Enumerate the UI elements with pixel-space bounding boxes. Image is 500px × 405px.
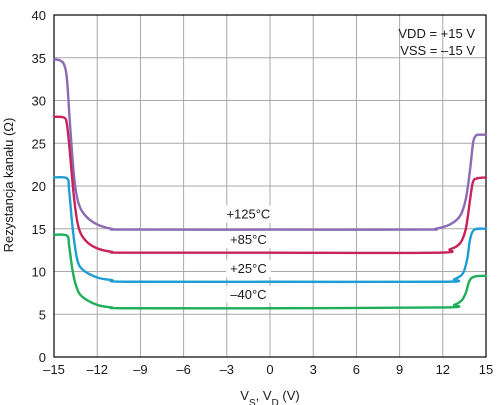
plot-frame bbox=[53, 14, 487, 358]
y-tick-label: 10 bbox=[32, 265, 46, 280]
series-label-background bbox=[222, 205, 275, 223]
series-label-background bbox=[226, 285, 271, 303]
y-axis-title: Rezystancja kanału (Ω) bbox=[1, 118, 16, 253]
series-label: +125°C bbox=[226, 206, 270, 221]
x-tick-label: –15 bbox=[43, 362, 65, 377]
y-tick-label: 25 bbox=[32, 136, 46, 151]
x-tick-label: –3 bbox=[220, 362, 234, 377]
y-tick-label: 20 bbox=[32, 179, 46, 194]
series-line bbox=[52, 115, 488, 255]
tick-labels: –15 –12 –9 –6 –3 0 3 6 9 12 15 0 5 10 15 20 25 30 35 40 bbox=[32, 8, 494, 377]
series-label: –40°C bbox=[230, 287, 266, 302]
series-curves bbox=[52, 58, 488, 310]
y-tick-label: 5 bbox=[39, 307, 46, 322]
series-label: +85°C bbox=[230, 232, 267, 247]
x-tick-label: 0 bbox=[266, 362, 273, 377]
series-line bbox=[52, 175, 488, 284]
y-tick-label: 40 bbox=[32, 8, 46, 23]
series-label-background bbox=[226, 260, 271, 278]
series-line bbox=[52, 233, 488, 310]
x-tick-label: 9 bbox=[396, 362, 403, 377]
y-tick-label: 30 bbox=[32, 94, 46, 109]
series-label-background bbox=[226, 231, 271, 249]
grid bbox=[53, 14, 487, 358]
x-tick-label: 15 bbox=[479, 362, 493, 377]
x-tick-label: 6 bbox=[353, 362, 360, 377]
x-tick-label: –9 bbox=[133, 362, 147, 377]
x-tick-label: –6 bbox=[176, 362, 190, 377]
x-tick-label: 3 bbox=[310, 362, 317, 377]
y-tick-label: 0 bbox=[39, 350, 46, 365]
vdd-annotation: VDD = +15 V bbox=[398, 26, 475, 41]
series-label: +25°C bbox=[230, 261, 267, 276]
x-axis-title: VS, VD (V) bbox=[240, 388, 299, 405]
x-tick-label: –12 bbox=[86, 362, 108, 377]
y-tick-label: 35 bbox=[32, 51, 46, 66]
series-labels: +125°C +85°C +25°C –40°C bbox=[222, 205, 275, 303]
series-line bbox=[52, 58, 488, 231]
x-tick-label: 12 bbox=[436, 362, 450, 377]
y-tick-label: 15 bbox=[32, 222, 46, 237]
vss-annotation: VSS = –15 V bbox=[400, 43, 475, 58]
